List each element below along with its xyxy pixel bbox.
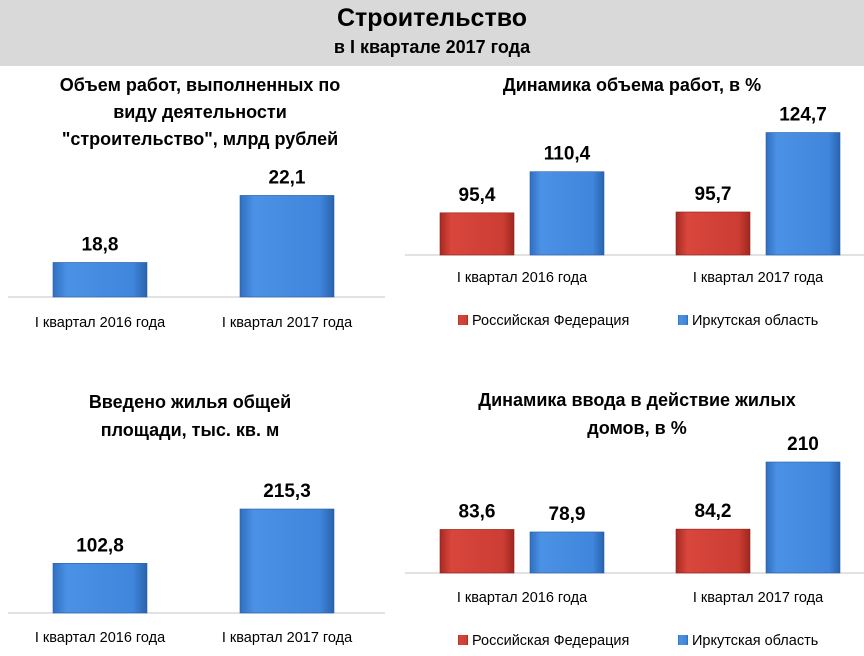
- x-tick-label: I квартал 2017 года: [222, 630, 353, 646]
- x-tick-label: I квартал 2017 года: [222, 315, 353, 331]
- x-tick-label: I квартал 2016 года: [457, 590, 588, 606]
- data-label: 95,4: [459, 185, 496, 206]
- page-subtitle: в I квартале 2017 года: [333, 37, 531, 57]
- bar: [765, 132, 841, 256]
- legend-swatch: [678, 315, 688, 325]
- bar: [529, 171, 605, 256]
- data-label: 83,6: [459, 501, 496, 522]
- chart-title: "строительство", млрд рублей: [62, 129, 338, 149]
- data-label: 102,8: [76, 535, 124, 556]
- chart-title: Динамика ввода в действие жилых: [478, 390, 795, 410]
- data-label: 95,7: [695, 184, 732, 205]
- page-title: Строительство: [336, 4, 528, 32]
- data-label: 18,8: [82, 234, 119, 255]
- legend-label: Российская Федерация: [472, 313, 629, 329]
- bar: [529, 531, 605, 574]
- bar: [675, 211, 751, 256]
- x-tick-label: I квартал 2016 года: [35, 315, 166, 331]
- bar: [765, 461, 841, 574]
- legend-label: Иркутская область: [692, 313, 818, 329]
- bar: [439, 529, 515, 574]
- legend-swatch: [678, 635, 688, 645]
- legend-label: Российская Федерация: [472, 633, 629, 649]
- bar: [675, 528, 751, 574]
- bar: [239, 508, 335, 614]
- chart-title: виду деятельности: [113, 102, 287, 122]
- chart-title: Введено жилья общей: [89, 392, 291, 412]
- legend-swatch: [458, 315, 468, 325]
- x-tick-label: I квартал 2017 года: [693, 590, 824, 606]
- bar: [52, 563, 148, 614]
- bar: [52, 262, 148, 298]
- legend-label: Иркутская область: [692, 633, 818, 649]
- chart-title: Динамика объема работ, в %: [503, 75, 761, 95]
- data-label: 124,7: [779, 105, 827, 126]
- x-tick-label: I квартал 2016 года: [35, 630, 166, 646]
- chart-title: площади, тыс. кв. м: [101, 420, 280, 440]
- data-label: 84,2: [695, 501, 732, 522]
- data-label: 210: [787, 434, 819, 455]
- data-label: 110,4: [544, 144, 591, 165]
- x-tick-label: I квартал 2016 года: [457, 270, 588, 286]
- x-tick-label: I квартал 2017 года: [693, 270, 824, 286]
- bar: [239, 195, 335, 298]
- header: Строительство в I квартале 2017 года: [0, 0, 864, 66]
- legend-swatch: [458, 635, 468, 645]
- data-label: 215,3: [263, 481, 311, 502]
- chart-title: домов, в %: [587, 418, 686, 438]
- data-label: 78,9: [549, 504, 586, 525]
- data-label: 22,1: [269, 167, 306, 188]
- bar: [439, 212, 515, 256]
- chart-title: Объем работ, выполненных по: [60, 75, 340, 95]
